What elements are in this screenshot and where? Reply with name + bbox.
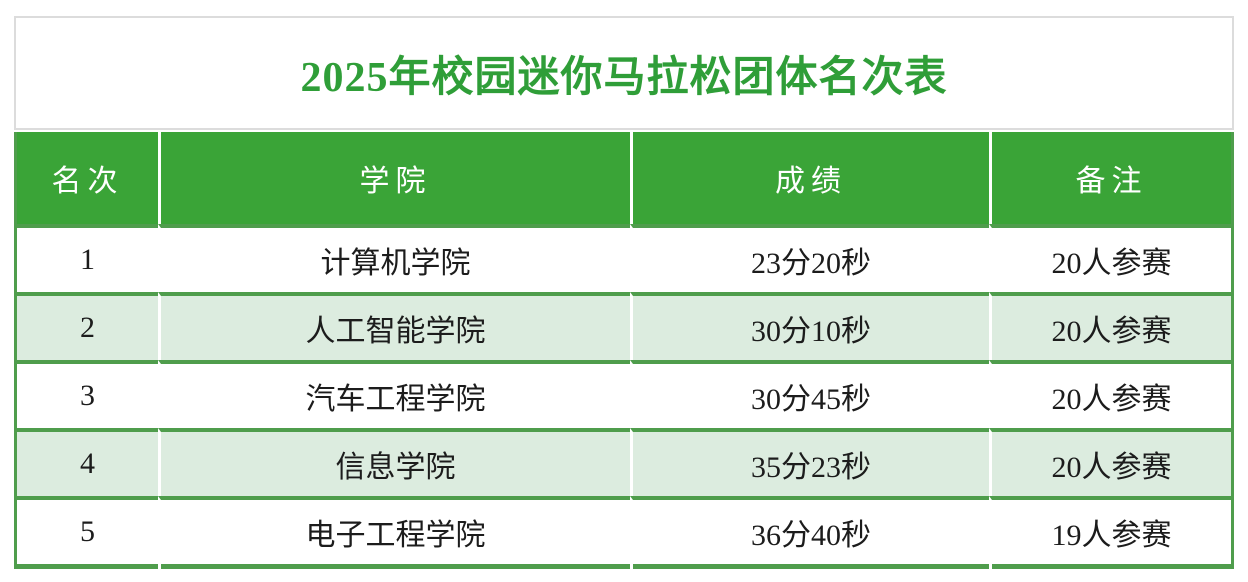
table-row: 5 电子工程学院 36分40秒 19人参赛 xyxy=(17,496,1231,564)
rankings-table: 名次 学院 成绩 备注 1 计算机学院 23分20秒 20人参赛 2 xyxy=(14,132,1234,569)
time-cell: 30分45秒 xyxy=(630,360,989,428)
header-row: 名次 学院 成绩 备注 xyxy=(17,132,1231,224)
rank-cell: 5 xyxy=(17,496,158,564)
college-cell: 计算机学院 xyxy=(158,224,630,292)
column-header-college: 学院 xyxy=(158,132,630,224)
page-title: 2025年校园迷你马拉松团体名次表 xyxy=(300,54,948,101)
remark-cell: 20人参赛 xyxy=(989,224,1231,292)
college-cell: 人工智能学院 xyxy=(158,292,630,360)
rankings-sheet: 2025年校园迷你马拉松团体名次表 名次 学院 成绩 备注 1 xyxy=(14,16,1234,569)
rank-cell: 3 xyxy=(17,360,158,428)
column-header-time: 成绩 xyxy=(630,132,989,224)
time-cell: 30分10秒 xyxy=(630,292,989,360)
remark-cell: 20人参赛 xyxy=(989,360,1231,428)
table-row: 4 信息学院 35分23秒 20人参赛 xyxy=(17,428,1231,496)
rank-cell: 2 xyxy=(17,292,158,360)
time-cell: 36分40秒 xyxy=(630,496,989,564)
remark-cell: 20人参赛 xyxy=(989,428,1231,496)
column-header-remark: 备注 xyxy=(989,132,1231,224)
title-box: 2025年校园迷你马拉松团体名次表 xyxy=(14,16,1234,130)
college-cell: 汽车工程学院 xyxy=(158,360,630,428)
rank-cell: 1 xyxy=(17,224,158,292)
remark-cell: 20人参赛 xyxy=(989,292,1231,360)
remark-cell: 19人参赛 xyxy=(989,496,1231,564)
time-cell: 23分20秒 xyxy=(630,224,989,292)
column-header-rank: 名次 xyxy=(17,132,158,224)
college-cell: 电子工程学院 xyxy=(158,496,630,564)
table-row: 3 汽车工程学院 30分45秒 20人参赛 xyxy=(17,360,1231,428)
table-row: 1 计算机学院 23分20秒 20人参赛 xyxy=(17,224,1231,292)
table-row: 2 人工智能学院 30分10秒 20人参赛 xyxy=(17,292,1231,360)
rank-cell: 4 xyxy=(17,428,158,496)
college-cell: 信息学院 xyxy=(158,428,630,496)
next-row-top-border xyxy=(17,564,1231,569)
time-cell: 35分23秒 xyxy=(630,428,989,496)
